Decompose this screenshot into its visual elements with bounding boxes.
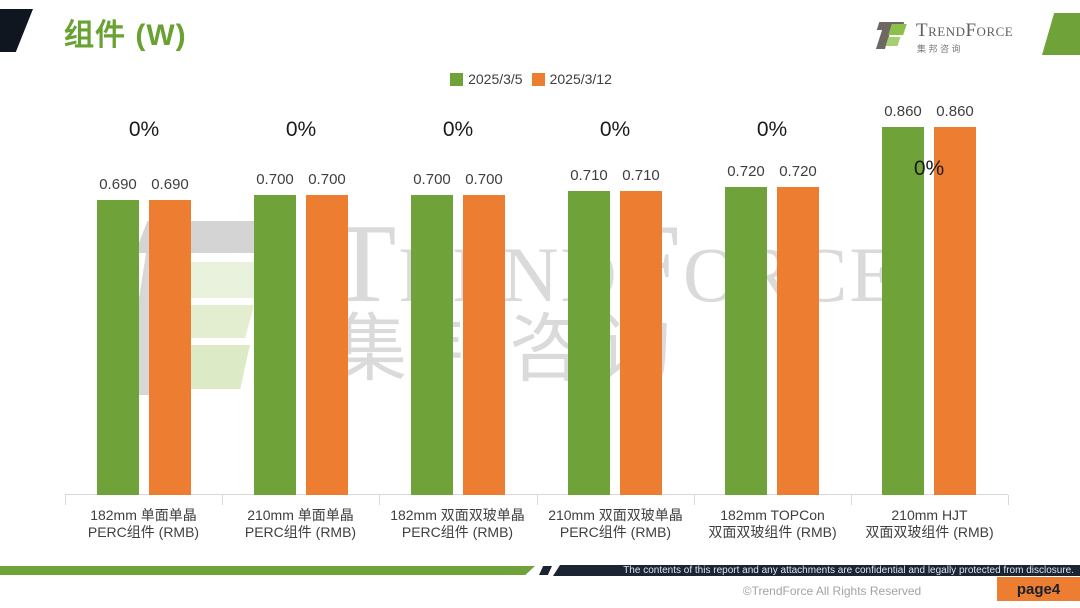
change-label: 0% <box>285 118 317 141</box>
category-label: 210mm 双面双玻单晶 PERC组件 (RMB) <box>548 507 683 541</box>
bar-value-label: 0.690 <box>99 176 137 193</box>
page-title: 组件 (W) <box>64 19 187 52</box>
bar-value-label: 0.860 <box>884 103 922 120</box>
axis-tick <box>222 495 223 505</box>
x-axis-line <box>65 494 1008 495</box>
bar-value-label: 0.700 <box>308 171 346 188</box>
chart-legend: 2025/3/5 2025/3/12 <box>0 71 1062 87</box>
bar-value-label: 0.690 <box>151 176 189 193</box>
logo-name: TrendForce <box>916 20 1014 41</box>
chart-bar <box>568 191 610 495</box>
chart-bar <box>620 191 662 495</box>
chart-bar <box>149 200 191 495</box>
chart-bar <box>97 200 139 495</box>
chart-bar <box>882 127 924 495</box>
bar-value-label: 0.710 <box>570 167 608 184</box>
confidentiality-notice: The contents of this report and any atta… <box>553 565 1080 576</box>
bar-value-label: 0.700 <box>256 171 294 188</box>
category-label: 182mm 单面单晶 PERC组件 (RMB) <box>87 507 200 541</box>
bar-value-label: 0.700 <box>465 171 503 188</box>
legend-item: 2025/3/5 <box>450 71 523 87</box>
legend-swatch <box>531 72 545 86</box>
footer-green-bar <box>0 566 535 575</box>
change-label: 0% <box>128 118 160 141</box>
legend-label: 2025/3/12 <box>549 71 612 87</box>
bar-value-label: 0.720 <box>727 163 765 180</box>
axis-tick <box>379 495 380 505</box>
change-label: 0% <box>756 118 788 141</box>
change-label: 0% <box>913 157 945 180</box>
legend-label: 2025/3/5 <box>468 71 523 87</box>
footer-dark-wedge <box>539 566 552 575</box>
category-label: 210mm HJT 双面双玻组件 (RMB) <box>865 507 994 541</box>
category-label: 182mm 双面双玻单晶 PERC组件 (RMB) <box>390 507 525 541</box>
copyright-text: ©TrendForce All Rights Reserved <box>742 584 922 598</box>
axis-tick <box>1008 495 1009 505</box>
bar-value-label: 0.860 <box>936 103 974 120</box>
axis-tick <box>851 495 852 505</box>
chart-bar <box>463 195 505 495</box>
axis-tick <box>537 495 538 505</box>
change-label: 0% <box>599 118 631 141</box>
chart-bar <box>411 195 453 495</box>
page-number-badge: page4 <box>997 577 1080 601</box>
category-label: 182mm TOPCon 双面双玻组件 (RMB) <box>708 507 837 541</box>
chart-bar <box>725 187 767 495</box>
axis-tick <box>694 495 695 505</box>
chart-bar <box>777 187 819 495</box>
legend-swatch <box>450 72 464 86</box>
category-label: 210mm 单面单晶 PERC组件 (RMB) <box>244 507 357 541</box>
bar-value-label: 0.700 <box>413 171 451 188</box>
change-label: 0% <box>442 118 474 141</box>
chart-bar <box>934 127 976 495</box>
bar-value-label: 0.720 <box>779 163 817 180</box>
bar-value-label: 0.710 <box>622 167 660 184</box>
chart-bar <box>306 195 348 495</box>
chart-bar <box>254 195 296 495</box>
legend-item: 2025/3/12 <box>531 71 612 87</box>
logo-cn-name: 集邦咨询 <box>917 44 964 54</box>
axis-tick <box>65 495 66 505</box>
trendforce-logo: TrendForce 集邦咨询 <box>875 18 1028 54</box>
